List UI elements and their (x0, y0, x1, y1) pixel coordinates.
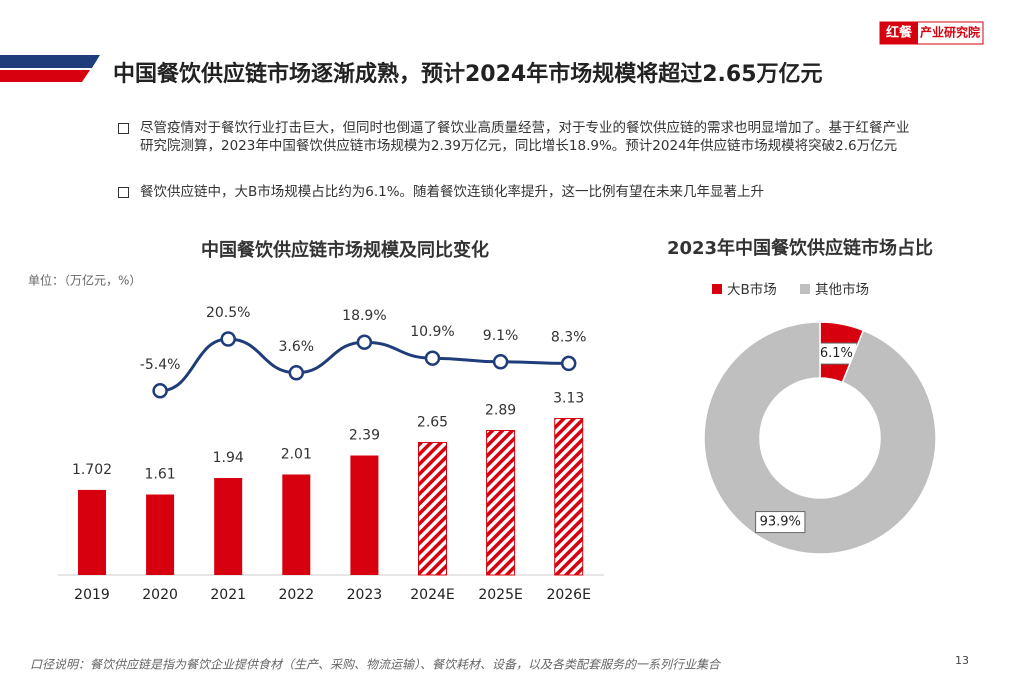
bullet-text: 尽管疫情对于餐饮行业打击巨大，但同时也倒逼了餐饮业高质量经营，对于专业的餐饮供应… (140, 120, 910, 154)
slide-title: 中国餐饮供应链市场逐渐成熟，预计2024年市场规模将超过2.65万亿元 (113, 61, 823, 87)
growth-marker (220, 331, 236, 347)
growth-marker (560, 355, 577, 372)
data-label: 1.94 (213, 450, 244, 466)
data-label: 9.1% (483, 328, 519, 344)
data-label: 2.01 (281, 447, 312, 463)
logo-text: 产业研究院 (920, 25, 980, 40)
data-label: 20.5% (206, 305, 250, 321)
x-tick-label: 2022 (278, 587, 314, 603)
legend-swatch (712, 284, 722, 294)
footnote: 口径说明：餐饮供应链是指为餐饮企业提供食材（生产、采购、物流运输）、餐饮耗材、设… (30, 658, 722, 672)
data-label: 2.65 (417, 415, 448, 431)
logo-mark-box (880, 22, 918, 44)
data-label: 1.61 (145, 467, 176, 483)
data-label: 18.9% (342, 308, 386, 324)
data-label: 8.3% (551, 329, 587, 345)
x-tick-label: 2019 (74, 587, 110, 603)
growth-marker (288, 365, 305, 381)
unit-label: 单位：（万亿元，%） (28, 273, 141, 288)
x-tick-label: 2024E (410, 587, 454, 603)
x-tick-label: 2025E (478, 587, 522, 603)
data-label: 2.39 (349, 428, 380, 444)
chart-title: 2023年中国餐饮供应链市场占比 (667, 237, 933, 259)
legend-label: 其他市场 (815, 281, 869, 298)
growth-marker (492, 354, 509, 370)
data-label: 93.9% (760, 515, 801, 530)
bullet: 餐饮供应链中，大B市场规模占比约为6.1%。随着餐饮连锁化率提升，这一比例有望在… (118, 183, 918, 201)
data-label: 3.6% (279, 339, 315, 355)
growth-marker (356, 334, 373, 350)
bar (214, 478, 243, 575)
data-label: -5.4% (140, 357, 181, 373)
growth-marker (152, 383, 168, 399)
pie-slice (703, 321, 937, 555)
x-tick-label: 2020 (142, 587, 178, 603)
bar (486, 430, 516, 576)
bar (78, 489, 106, 575)
data-label: 2.89 (485, 403, 516, 419)
data-label: 10.9% (410, 324, 454, 340)
data-label: 6.1% (820, 346, 853, 361)
legend-swatch (800, 284, 810, 294)
x-tick-label: 2021 (210, 587, 246, 603)
growth-marker (424, 350, 441, 366)
bar (554, 418, 584, 576)
bullet-text: 餐饮供应链中，大B市场规模占比约为6.1%。随着餐饮连锁化率提升，这一比例有望在… (140, 184, 765, 200)
label-box (755, 511, 806, 534)
stripe (0, 70, 90, 82)
data-label: 1.702 (72, 462, 112, 478)
bar (418, 442, 447, 576)
bullet: 尽管疫情对于餐饮行业打击巨大，但同时也倒逼了餐饮业高质量经营，对于专业的餐饮供应… (118, 119, 918, 155)
chart-title: 中国餐饮供应链市场规模及同比变化 (201, 239, 489, 261)
bar (146, 494, 175, 575)
logo-mark: 红餐 (886, 25, 913, 41)
page-number: 13 (955, 654, 969, 667)
bar (282, 474, 311, 575)
stripe (0, 55, 100, 68)
x-tick-label: 2026E (546, 587, 590, 603)
legend-label: 大B市场 (727, 281, 777, 298)
bar (350, 455, 379, 575)
x-tick-label: 2023 (347, 587, 383, 603)
data-label: 3.13 (553, 391, 584, 407)
